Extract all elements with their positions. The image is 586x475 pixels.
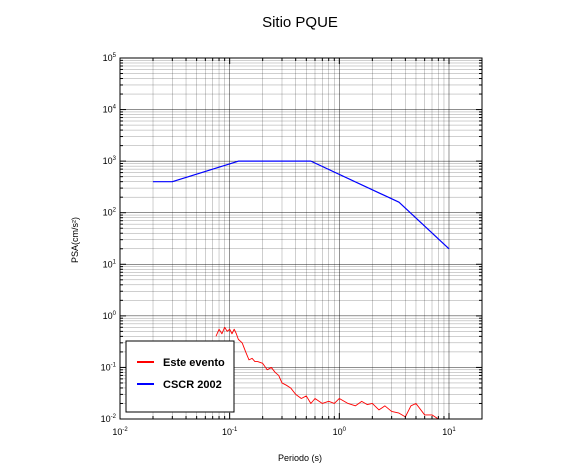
ticks: [119, 57, 483, 420]
series-line-este-evento: [215, 326, 449, 420]
y-tick-label: 10-2: [101, 414, 117, 424]
x-tick-label: 100: [333, 427, 347, 437]
y-tick-label: 101: [103, 259, 117, 269]
y-tick-label: 102: [103, 208, 117, 218]
legend-label-cscr-2002: CSCR 2002: [163, 379, 222, 391]
x-tick-label: 10-1: [222, 427, 238, 437]
plot-frame: [119, 57, 483, 420]
chart-title: Sitio PQUE: [262, 14, 338, 31]
series-group: [153, 160, 450, 420]
y-tick-label: 100: [103, 311, 117, 321]
series-line-cscr-2002: [153, 160, 450, 250]
y-axis-label: PSA(cm/s²): [70, 217, 80, 263]
legend-box: [125, 340, 235, 413]
y-tick-label: 105: [103, 53, 117, 63]
y-tick-label: 103: [103, 156, 117, 166]
x-tick-label: 101: [442, 427, 456, 437]
y-tick-label: 104: [103, 105, 117, 115]
legend-label-este-evento: Este evento: [163, 357, 225, 369]
x-axis-label: Periodo (s): [278, 453, 322, 463]
legend: Este evento CSCR 2002: [125, 340, 235, 413]
x-tick-label: 10-2: [112, 427, 128, 437]
y-tick-label: 10-1: [101, 362, 117, 372]
tick-labels: 10-2 10-1 100 101 10-2 10-1 100 101 102 103 104 105: [101, 53, 457, 437]
